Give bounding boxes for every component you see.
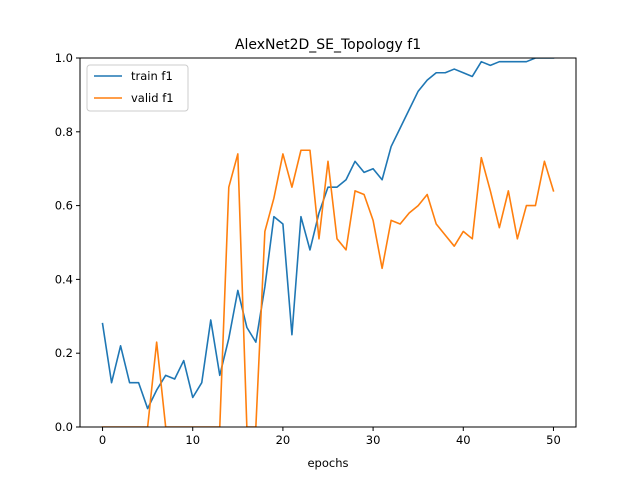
x-tick-label: 50: [546, 433, 561, 447]
x-tick-label: 30: [366, 433, 381, 447]
series-lines: [101, 58, 555, 427]
y-tick-label: 0.6: [55, 199, 73, 213]
legend-label-train-f1: train f1: [131, 69, 173, 83]
series-line-train-f1: [101, 58, 555, 410]
y-tick-label: 0.2: [55, 346, 73, 360]
y-tick-label: 0.0: [55, 420, 73, 434]
legend: train f1 valid f1: [86, 64, 189, 112]
y-tick-label: 0.4: [55, 272, 73, 286]
y-tick-label: 0.8: [55, 125, 73, 139]
legend-label-valid-f1: valid f1: [131, 91, 174, 105]
x-tick-label: 10: [185, 433, 200, 447]
x-tick-label: 20: [276, 433, 291, 447]
x-axis-label: epochs: [307, 456, 348, 470]
series-line-valid-f1: [101, 149, 555, 427]
axes-frame: [79, 57, 577, 428]
chart-title: AlexNet2D_SE_Topology f1: [235, 37, 421, 53]
plot-area: 0 10 20 30 40 50 0.0 0.2 0.4 0.6 0.8 1.0: [55, 51, 577, 447]
x-tick-label: 40: [456, 433, 471, 447]
y-tick-label: 1.0: [55, 51, 73, 65]
x-tick-label: 0: [99, 433, 106, 447]
